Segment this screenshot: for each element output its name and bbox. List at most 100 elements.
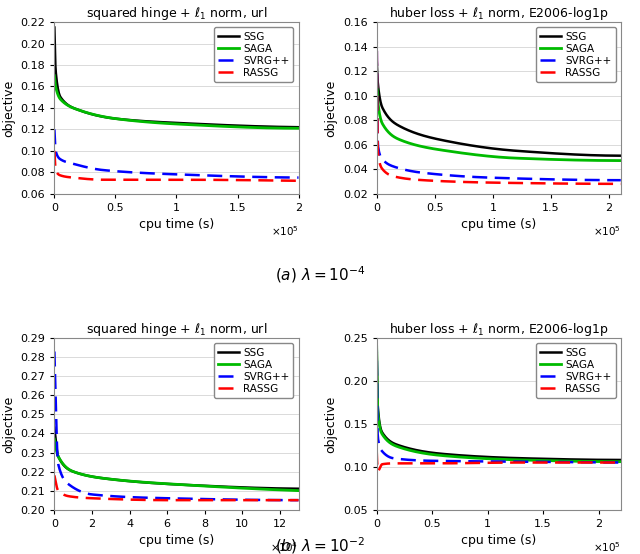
RASSG (490, 179, 498, 186)
SSG (251, 484, 259, 491)
SSG (489, 145, 497, 152)
SSG (573, 151, 580, 158)
SAGA (617, 157, 625, 164)
RASSG (573, 459, 581, 466)
SVRG++ (611, 177, 619, 183)
SVRG++ (51, 126, 58, 132)
RASSG (506, 459, 513, 466)
SAGA (373, 74, 381, 81)
SVRG++ (573, 459, 580, 465)
SSG (294, 485, 302, 492)
SAGA (611, 157, 619, 164)
RASSG (196, 177, 204, 183)
RASSG (373, 447, 381, 453)
SAGA (490, 153, 498, 160)
Title: squared hinge $+$ $\ell_1$ norm, url: squared hinge $+$ $\ell_1$ norm, url (86, 4, 267, 22)
SSG (289, 124, 296, 130)
SSG (611, 456, 619, 463)
Line: RASSG: RASSG (54, 151, 298, 181)
SSG (51, 424, 58, 431)
SVRG++ (518, 175, 526, 182)
X-axis label: cpu time (s): cpu time (s) (461, 218, 536, 231)
SSG (294, 124, 302, 131)
Text: $(b)\ \lambda = 10^{-2}$: $(b)\ \lambda = 10^{-2}$ (275, 535, 365, 554)
SAGA (289, 487, 296, 494)
RASSG (251, 177, 259, 183)
RASSG (518, 459, 526, 466)
SSG (505, 454, 513, 461)
Line: SVRG++: SVRG++ (54, 129, 298, 178)
RASSG (51, 472, 58, 479)
SAGA (289, 125, 296, 132)
Line: SVRG++: SVRG++ (377, 28, 621, 180)
SAGA (51, 73, 58, 79)
Line: SSG: SSG (54, 428, 298, 489)
SVRG++ (617, 177, 625, 183)
RASSG (373, 25, 381, 32)
Line: SAGA: SAGA (54, 76, 298, 129)
Legend: SSG, SAGA, SVRG++, RASSG: SSG, SAGA, SVRG++, RASSG (536, 27, 616, 82)
RASSG (168, 176, 175, 183)
SVRG++ (289, 174, 296, 181)
SVRG++ (196, 496, 204, 502)
RASSG (518, 179, 526, 186)
SVRG++ (373, 25, 381, 32)
RASSG (617, 181, 625, 187)
SSG (505, 147, 513, 153)
SVRG++ (573, 177, 580, 183)
SSG (168, 119, 175, 126)
SAGA (196, 122, 204, 129)
SSG (51, 24, 58, 31)
SAGA (182, 121, 190, 128)
Line: SAGA: SAGA (377, 78, 621, 161)
RASSG (251, 497, 259, 504)
SAGA (166, 120, 174, 127)
SAGA (573, 157, 580, 163)
SSG (182, 481, 190, 488)
RASSG (289, 177, 296, 184)
SAGA (294, 125, 302, 132)
Title: huber loss $+$ $\ell_1$ norm, E2006-log1p: huber loss $+$ $\ell_1$ norm, E2006-log1… (389, 4, 609, 22)
SSG (166, 119, 174, 126)
RASSG (612, 459, 620, 466)
SAGA (611, 458, 619, 465)
Text: $\times10^5$: $\times10^5$ (593, 224, 621, 238)
Line: SVRG++: SVRG++ (54, 352, 298, 500)
SVRG++ (490, 175, 498, 181)
SAGA (489, 455, 497, 462)
SSG (168, 481, 175, 488)
X-axis label: cpu time (s): cpu time (s) (139, 218, 214, 231)
Title: huber loss $+$ $\ell_1$ norm, E2006-log1p: huber loss $+$ $\ell_1$ norm, E2006-log1… (389, 321, 609, 337)
Legend: SSG, SAGA, SVRG++, RASSG: SSG, SAGA, SVRG++, RASSG (536, 343, 616, 398)
SSG (573, 456, 580, 463)
RASSG (182, 176, 190, 183)
SVRG++ (505, 175, 513, 182)
RASSG (489, 459, 497, 466)
SAGA (166, 481, 174, 488)
SVRG++ (489, 175, 497, 181)
SVRG++ (294, 497, 302, 504)
SSG (166, 481, 174, 488)
SAGA (573, 458, 580, 465)
SVRG++ (490, 458, 498, 465)
SVRG++ (611, 459, 619, 466)
SSG (490, 454, 498, 460)
Line: SSG: SSG (377, 342, 621, 460)
SAGA (251, 124, 259, 131)
SVRG++ (251, 496, 259, 503)
SVRG++ (294, 175, 302, 181)
SAGA (294, 488, 302, 494)
SVRG++ (182, 495, 190, 502)
SAGA (196, 483, 204, 489)
Line: SAGA: SAGA (377, 347, 621, 461)
SVRG++ (51, 348, 58, 355)
Line: SSG: SSG (54, 28, 298, 127)
RASSG (294, 497, 302, 504)
RASSG (294, 177, 302, 184)
SVRG++ (168, 495, 175, 502)
Line: SAGA: SAGA (54, 439, 298, 491)
RASSG (183, 497, 191, 504)
Y-axis label: objective: objective (2, 396, 15, 453)
Y-axis label: objective: objective (2, 79, 15, 136)
Line: SSG: SSG (377, 59, 621, 156)
